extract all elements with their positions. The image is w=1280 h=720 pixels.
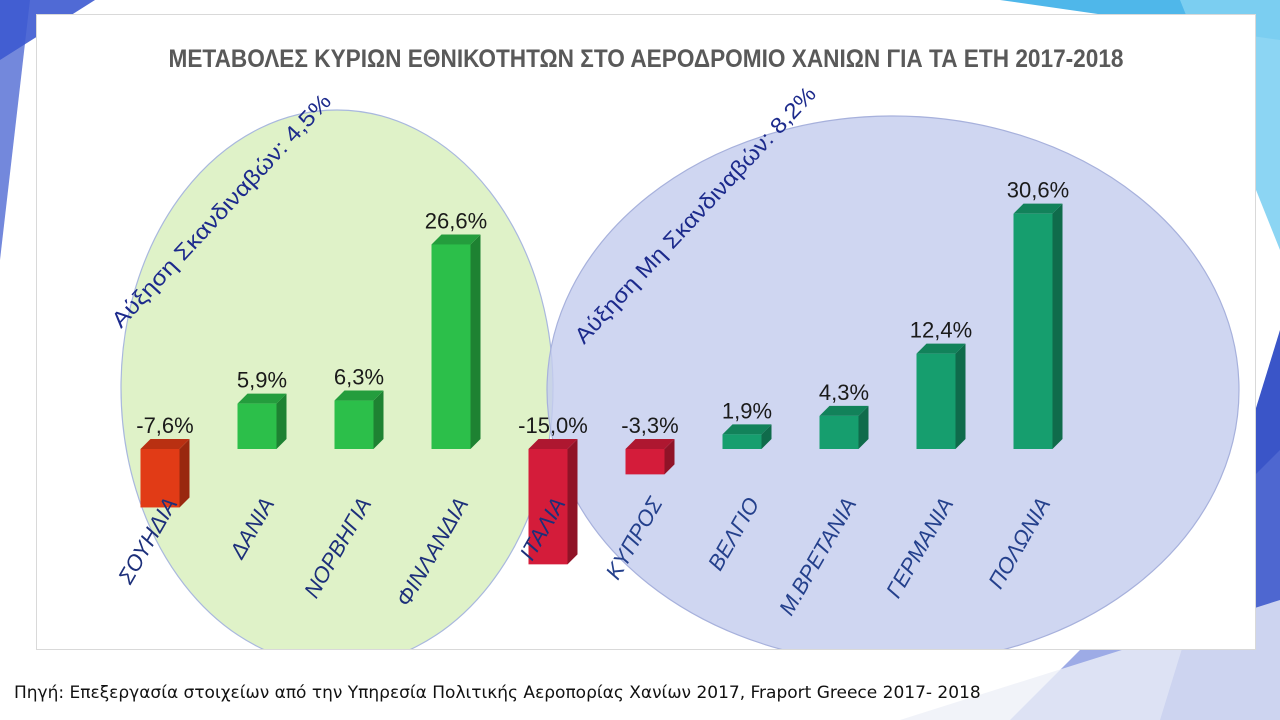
bar-top: [916, 343, 966, 354]
bar-front: [140, 449, 180, 508]
bar-front: [1013, 213, 1053, 449]
data-label-8: 4,3%: [819, 380, 869, 405]
chart: ΜΕΤΑΒΟΛΕΣ ΚΥΡΙΩΝ ΕΘΝΙΚΟΤΗΤΩΝ ΣΤΟ ΑΕΡΟΔΡΟ…: [106, 45, 1240, 649]
bar-side: [1052, 203, 1063, 449]
bar-front: [237, 403, 277, 449]
bar-top: [1013, 203, 1063, 214]
bar-top: [431, 234, 481, 245]
data-label-6: -3,3%: [621, 413, 678, 438]
bar-top: [819, 405, 869, 416]
bar-1: [140, 439, 190, 508]
bar-front: [334, 400, 374, 449]
bar-side: [567, 439, 578, 565]
bar-side: [955, 343, 966, 449]
data-label-1: -7,6%: [136, 413, 193, 438]
bar-4: [431, 234, 481, 449]
bar-top: [140, 439, 190, 449]
bar-front: [528, 449, 568, 565]
bar-side: [858, 405, 869, 449]
data-label-3: 6,3%: [334, 365, 384, 390]
non-scandinavian-group-ellipse: [546, 115, 1240, 649]
data-label-4: 26,6%: [425, 208, 487, 233]
bar-front: [722, 434, 762, 449]
data-label-10: 30,6%: [1007, 178, 1069, 203]
bar-top: [528, 439, 578, 449]
chart-frame: ΜΕΤΑΒΟΛΕΣ ΚΥΡΙΩΝ ΕΘΝΙΚΟΤΗΤΩΝ ΣΤΟ ΑΕΡΟΔΡΟ…: [36, 14, 1256, 650]
bar-9: [916, 343, 966, 449]
bar-8: [819, 405, 869, 449]
bar-top: [625, 439, 675, 449]
source-note: Πηγή: Επεξεργασία στοιχείων από την Υπηρ…: [14, 683, 981, 703]
bar-side: [276, 393, 287, 449]
bar-2: [237, 393, 287, 449]
bar-6: [625, 439, 675, 475]
data-label-9: 12,4%: [910, 318, 972, 343]
bar-side: [470, 234, 481, 449]
bar-front: [431, 244, 471, 449]
bar-side: [761, 424, 772, 449]
bar-5: [528, 439, 578, 565]
data-label-5: -15,0%: [518, 413, 588, 438]
bar-top: [722, 424, 772, 435]
bar-top: [334, 390, 384, 401]
bar-3: [334, 390, 384, 449]
bar-side: [664, 439, 675, 475]
data-label-7: 1,9%: [722, 398, 772, 423]
chart-title: ΜΕΤΑΒΟΛΕΣ ΚΥΡΙΩΝ ΕΘΝΙΚΟΤΗΤΩΝ ΣΤΟ ΑΕΡΟΔΡΟ…: [169, 45, 1124, 73]
bar-10: [1013, 203, 1063, 449]
bar-7: [722, 424, 772, 449]
data-label-2: 5,9%: [237, 368, 287, 393]
bar-front: [625, 449, 665, 475]
bar-front: [916, 353, 956, 449]
bar-top: [237, 393, 287, 404]
bar-side: [179, 439, 190, 508]
bar-side: [373, 390, 384, 449]
bar-front: [819, 415, 859, 449]
